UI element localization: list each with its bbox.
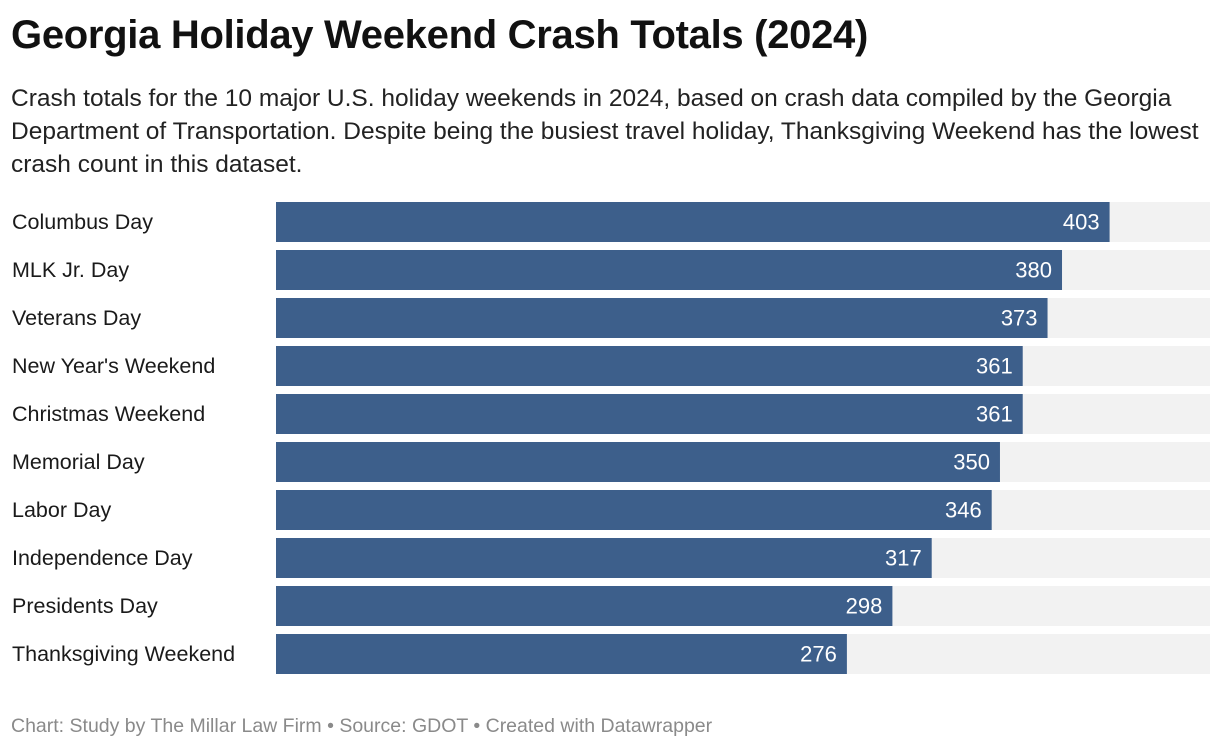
category-label: MLK Jr. Day bbox=[12, 258, 129, 282]
value-label: 373 bbox=[1001, 306, 1038, 331]
datawrapper-credit: Created with Datawrapper bbox=[485, 715, 713, 737]
footer-separator: • bbox=[321, 715, 340, 737]
value-label: 276 bbox=[800, 642, 837, 667]
bar bbox=[276, 250, 1063, 290]
category-label: Memorial Day bbox=[12, 450, 145, 474]
bar bbox=[276, 634, 847, 674]
bar bbox=[276, 538, 932, 578]
chart-credit: Chart: Study by The Millar Law Firm bbox=[11, 715, 322, 737]
source-credit: Source: GDOT bbox=[339, 715, 468, 737]
value-label: 350 bbox=[953, 450, 990, 475]
footer-separator: • bbox=[467, 715, 486, 737]
chart-title: Georgia Holiday Weekend Crash Totals (20… bbox=[11, 13, 869, 57]
category-label: Veterans Day bbox=[12, 306, 141, 330]
bar bbox=[276, 298, 1048, 338]
value-label: 361 bbox=[976, 354, 1013, 379]
category-label: Christmas Weekend bbox=[12, 402, 205, 426]
chart-subtitle: Crash totals for the 10 major U.S. holid… bbox=[11, 85, 1199, 178]
category-label: New Year's Weekend bbox=[12, 354, 215, 378]
value-label: 298 bbox=[846, 594, 883, 619]
value-label: 361 bbox=[976, 402, 1013, 427]
category-label: Independence Day bbox=[12, 546, 193, 570]
value-label: 403 bbox=[1063, 210, 1100, 235]
value-label: 380 bbox=[1015, 258, 1052, 283]
bar-chart: Columbus Day 403 MLK Jr. Day 380 Veterans Da… bbox=[12, 202, 1210, 674]
bar bbox=[276, 442, 1000, 482]
category-label: Thanksgiving Weekend bbox=[12, 642, 235, 666]
category-label: Presidents Day bbox=[12, 594, 158, 618]
category-label: Columbus Day bbox=[12, 210, 153, 234]
chart-footer: Chart: Study by The Millar Law Firm • So… bbox=[11, 714, 712, 738]
value-label: 317 bbox=[885, 546, 922, 571]
bar bbox=[276, 490, 992, 530]
bar bbox=[276, 586, 893, 626]
bar bbox=[276, 202, 1110, 242]
category-label: Labor Day bbox=[12, 498, 111, 522]
value-label: 346 bbox=[945, 498, 982, 523]
bar bbox=[276, 346, 1023, 386]
bar bbox=[276, 394, 1023, 434]
